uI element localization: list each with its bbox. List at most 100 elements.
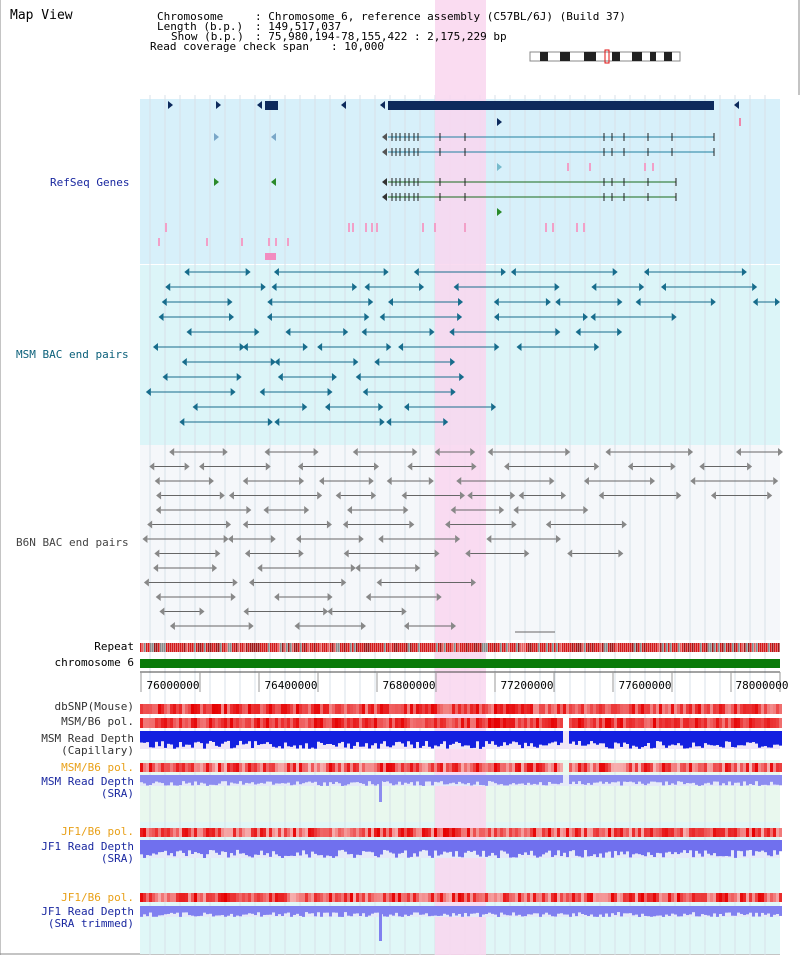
heat-cell bbox=[647, 893, 650, 902]
msm-b6-pol-track-label[interactable]: MSM/B6 pol. bbox=[61, 715, 134, 728]
heat-cell bbox=[395, 893, 398, 902]
repeat-element bbox=[560, 643, 562, 652]
depth-bar bbox=[377, 840, 380, 858]
heat-cell bbox=[389, 893, 392, 902]
heat-cell bbox=[680, 704, 683, 714]
bac-end bbox=[449, 328, 455, 336]
heat-cell bbox=[464, 718, 467, 728]
heat-cell bbox=[215, 828, 218, 837]
jf1-b6-pol-2-track-label[interactable]: JF1/B6 pol. bbox=[61, 891, 134, 904]
depth-bar bbox=[218, 731, 221, 747]
heat-cell bbox=[368, 718, 371, 728]
heat-cell bbox=[437, 763, 440, 772]
jf1-read-depth-sra-label[interactable]: JF1 Read Depth bbox=[41, 840, 134, 853]
refseq-track-label[interactable]: RefSeq Genes bbox=[50, 176, 130, 189]
depth-bar bbox=[476, 906, 479, 913]
heat-cell bbox=[239, 763, 242, 772]
msm-bac-track-label[interactable]: MSM BAC end pairs bbox=[16, 348, 129, 361]
heat-cell bbox=[698, 828, 701, 837]
depth-bar bbox=[344, 840, 347, 852]
heat-cell bbox=[398, 763, 401, 772]
heat-cell bbox=[284, 763, 287, 772]
depth-bar bbox=[479, 840, 482, 857]
depth-bar bbox=[581, 731, 584, 746]
repeat-track-label[interactable]: Repeat bbox=[94, 640, 134, 653]
depth-bar bbox=[725, 775, 728, 786]
heat-cell bbox=[455, 893, 458, 902]
depth-bar bbox=[389, 906, 392, 915]
heat-cell bbox=[260, 704, 263, 714]
heat-cell bbox=[149, 718, 152, 728]
heat-cell bbox=[452, 704, 455, 714]
heat-cell bbox=[674, 704, 677, 714]
bac-end bbox=[594, 462, 600, 471]
depth-bar bbox=[668, 775, 671, 785]
bac-end bbox=[467, 491, 473, 500]
depth-bar bbox=[686, 840, 689, 854]
heat-cell bbox=[218, 718, 221, 728]
heat-cell bbox=[620, 828, 623, 837]
repeat-element bbox=[258, 643, 260, 652]
bac-end bbox=[249, 578, 255, 587]
heat-cell bbox=[536, 763, 539, 772]
depth-bar bbox=[224, 840, 227, 852]
heat-cell bbox=[449, 893, 452, 902]
depth-bar bbox=[590, 840, 593, 857]
depth-bar bbox=[644, 731, 647, 747]
depth-bar bbox=[749, 840, 752, 850]
heat-cell bbox=[680, 763, 683, 772]
repeat-element bbox=[712, 643, 714, 652]
heat-cell bbox=[629, 718, 632, 728]
bac-end bbox=[147, 520, 153, 529]
heat-cell bbox=[506, 763, 509, 772]
bac-end bbox=[378, 403, 384, 411]
depth-bar bbox=[302, 775, 305, 784]
msm-b6-pol-2-track-label[interactable]: MSM/B6 pol. bbox=[61, 761, 134, 774]
jf1-b6-pol-track-label[interactable]: JF1/B6 pol. bbox=[61, 825, 134, 838]
depth-bar bbox=[746, 775, 749, 786]
chromosome-track-label[interactable]: chromosome 6 bbox=[54, 656, 134, 669]
depth-bar bbox=[572, 840, 575, 851]
heat-cell bbox=[362, 718, 365, 728]
repeat-element bbox=[218, 643, 220, 652]
heat-cell bbox=[188, 893, 191, 902]
repeat-element bbox=[390, 643, 392, 652]
heat-cell bbox=[653, 763, 656, 772]
b6n-bac-track-label[interactable]: B6N BAC end pairs bbox=[16, 536, 129, 549]
depth-bar bbox=[626, 775, 629, 782]
bac-end bbox=[565, 448, 571, 456]
heat-cell bbox=[410, 828, 413, 837]
repeat-element bbox=[650, 643, 652, 652]
heat-cell bbox=[320, 763, 323, 772]
depth-bar bbox=[737, 906, 740, 913]
msm-read-depth-capillary-label[interactable]: MSM Read Depth bbox=[41, 732, 134, 745]
heat-cell bbox=[257, 718, 260, 728]
repeat-element bbox=[362, 643, 364, 652]
depth-bar bbox=[338, 731, 341, 744]
depth-bar bbox=[758, 906, 761, 917]
heat-cell bbox=[581, 704, 584, 714]
msm-read-depth-sra-label[interactable]: MSM Read Depth bbox=[41, 775, 134, 788]
depth-bar bbox=[206, 906, 209, 915]
heat-cell bbox=[437, 828, 440, 837]
depth-bar bbox=[278, 840, 281, 857]
jf1-read-depth-trimmed-label[interactable]: JF1 Read Depth bbox=[41, 905, 134, 918]
depth-bar bbox=[659, 840, 662, 854]
repeat-element bbox=[620, 643, 622, 652]
repeat-element bbox=[444, 643, 446, 652]
depth-bar bbox=[440, 906, 443, 916]
repeat-element bbox=[254, 643, 256, 652]
heat-cell bbox=[371, 763, 374, 772]
heat-cell bbox=[611, 763, 614, 772]
depth-bar bbox=[677, 775, 680, 782]
repeat-element bbox=[638, 643, 640, 652]
heat-cell bbox=[440, 704, 443, 714]
bac-end bbox=[229, 313, 235, 321]
heat-cell bbox=[731, 893, 734, 902]
depth-bar bbox=[404, 906, 407, 915]
dbsnp-track-label[interactable]: dbSNP(Mouse) bbox=[54, 700, 134, 713]
heat-cell bbox=[593, 828, 596, 837]
heat-cell bbox=[542, 893, 545, 902]
repeat-element bbox=[484, 643, 486, 652]
